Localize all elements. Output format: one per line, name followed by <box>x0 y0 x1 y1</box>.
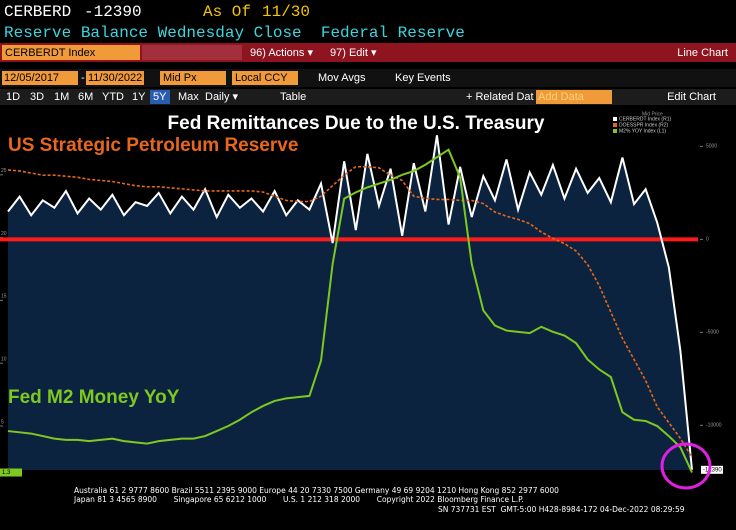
start-date[interactable]: 12/05/2017 <box>4 72 59 84</box>
chart-title: Fed Remittances Due to the U.S. Treasury <box>168 113 545 134</box>
period-button[interactable]: 1Y <box>132 91 146 103</box>
security[interactable]: CERBERDT Index <box>5 47 96 59</box>
highlight-circle <box>660 442 712 490</box>
currency[interactable]: Local CCY <box>235 72 288 84</box>
footer-line: Japan 81 3 4565 8900 Singapore 65 6212 1… <box>73 495 524 504</box>
blurred-suggest <box>142 45 242 60</box>
legend-swatch <box>613 129 617 133</box>
related-data[interactable]: + Related Dat <box>466 91 534 103</box>
y-tick-label: 10 <box>1 357 7 363</box>
last-value-label: 1.3 <box>2 470 11 476</box>
add-data[interactable]: Add Data <box>538 91 585 103</box>
y-tick-label: 20 <box>1 231 7 237</box>
price[interactable]: Mid Px <box>163 72 197 84</box>
description: Reserve Balance Wednesday Close Federal … <box>4 24 465 42</box>
legend-entry: M2% YOY Index (L1) <box>619 128 666 134</box>
table-button[interactable]: Table <box>280 91 306 103</box>
area <box>8 135 692 470</box>
y-tick-label: 25 <box>1 168 7 174</box>
y2-tick-label: 5000 <box>706 144 717 150</box>
period-button[interactable]: 1M <box>54 91 69 103</box>
last-value-tag <box>701 465 723 474</box>
period-button[interactable]: 1D <box>6 91 20 103</box>
chart: 5 10 15 20 25 5000 0 -5000 -10000 Fed Remittances… <box>0 111 723 477</box>
legend-entry: DOESSPR Index (R2) <box>619 122 669 128</box>
period-button[interactable]: 6M <box>78 91 93 103</box>
period-button[interactable]: Daily ▾ <box>205 91 239 103</box>
last-value-tag <box>0 468 22 477</box>
key-events[interactable]: Key Events <box>395 72 451 84</box>
period-button[interactable]: YTD <box>102 91 124 103</box>
legend-swatch <box>613 123 617 127</box>
chart-type[interactable]: Line Chart <box>677 47 728 59</box>
legend-title: Mid Price <box>642 111 663 117</box>
ticker: CERBERD <box>4 3 71 21</box>
period-selected <box>150 90 170 104</box>
period-button[interactable]: 3D <box>30 91 44 103</box>
y2-tick-label: -10000 <box>706 423 722 429</box>
series-annotation: Fed M2 Money YoY <box>8 387 180 408</box>
last-value-label: -12390 <box>703 467 722 473</box>
period-button[interactable]: Max <box>178 91 199 103</box>
security-box[interactable] <box>2 45 140 60</box>
end-date-box[interactable] <box>86 71 144 85</box>
periods: 1D 3D 1M 6M YTD 1Y 5Y Max Daily ▾ <box>6 91 239 103</box>
actions-menu[interactable]: 96) Actions ▾ <box>250 47 313 59</box>
legend-swatch <box>613 117 617 121</box>
currency-box[interactable] <box>232 71 298 85</box>
y2-tick-label: -5000 <box>706 330 719 336</box>
y-tick-label: 5 <box>1 419 4 425</box>
start-date-box[interactable] <box>2 71 78 85</box>
date-separator: - <box>81 72 85 84</box>
edit-menu[interactable]: 97) Edit ▾ <box>330 47 377 59</box>
series-line <box>7 148 693 473</box>
period-button[interactable]: 5Y <box>153 91 167 103</box>
y-tick-label: 15 <box>1 294 7 300</box>
legend-entry: CERBERDT Index (R1) <box>619 116 671 122</box>
end-date[interactable]: 11/30/2022 <box>88 72 142 84</box>
as-of-date: 11/30 <box>262 3 310 21</box>
price-box[interactable] <box>160 71 226 85</box>
mov-avgs[interactable]: Mov Avgs <box>318 72 366 84</box>
edit-chart[interactable]: Edit Chart <box>667 91 716 103</box>
ticker-value: -12390 <box>84 3 142 21</box>
footer-line: SN 737731 EST GMT-5:00 H428-8984-172 04-… <box>438 505 685 514</box>
add-data-box[interactable] <box>536 90 612 104</box>
y2-tick-label: 0 <box>706 237 709 243</box>
footer-line: Australia 61 2 9777 8600 Brazil 5511 239… <box>74 486 559 495</box>
as-of: As Of <box>203 3 251 21</box>
series-line <box>7 165 693 458</box>
series-annotation: US Strategic Petroleum Reserve <box>8 135 298 156</box>
